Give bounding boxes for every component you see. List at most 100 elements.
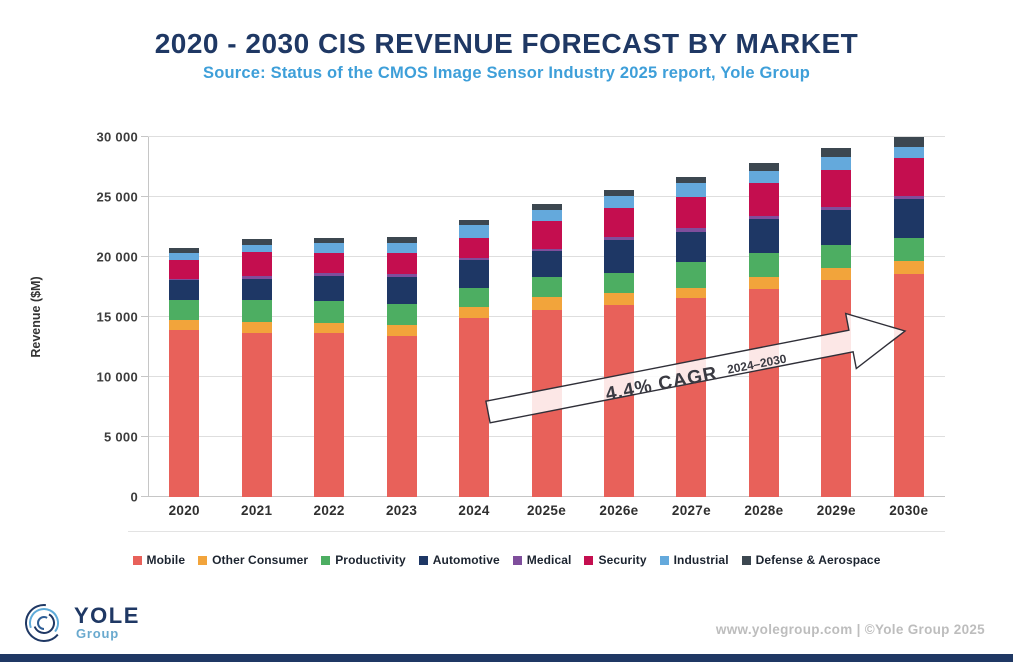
bar-segment-automotive — [821, 210, 852, 245]
bar-segment-industrial — [893, 146, 924, 159]
legend-label: Automotive — [432, 553, 500, 567]
bar-segment-mobile — [893, 274, 924, 497]
x-tick-label: 2024 — [458, 503, 490, 518]
bar-2027e — [676, 176, 707, 497]
bar-segment-defense-aerospace — [459, 219, 490, 226]
bar-segment-industrial — [821, 156, 852, 170]
bar-segment-defense-aerospace — [531, 203, 562, 211]
bar-segment-mobile — [821, 279, 852, 497]
x-tick-label: 2021 — [241, 503, 273, 518]
legend-item-other-consumer: Other Consumer — [198, 553, 308, 567]
bar-segment-other-consumer — [386, 325, 417, 337]
bar-segment-mobile — [676, 298, 707, 497]
bar-segment-other-consumer — [314, 323, 345, 334]
legend-item-automotive: Automotive — [418, 553, 500, 567]
bar-segment-mobile — [603, 305, 634, 497]
y-tick-label: 30 000 — [96, 129, 138, 145]
bar-segment-medical — [748, 215, 779, 219]
bar-segment-other-consumer — [893, 261, 924, 275]
bar-segment-defense-aerospace — [676, 176, 707, 184]
bar-segment-other-consumer — [531, 297, 562, 310]
bar-segment-automotive — [241, 278, 272, 301]
gridline — [148, 196, 945, 197]
bar-segment-industrial — [459, 225, 490, 238]
y-tick-mark — [141, 196, 148, 197]
x-tick-label: 2025e — [526, 503, 567, 518]
bar-segment-productivity — [821, 244, 852, 269]
bar-segment-medical — [531, 248, 562, 252]
legend-marker — [512, 555, 522, 565]
bar-2021 — [241, 239, 272, 497]
bar-segment-medical — [459, 257, 490, 261]
bar-2022 — [314, 237, 345, 497]
y-tick-mark — [141, 136, 148, 137]
page-subtitle: Source: Status of the CMOS Image Sensor … — [203, 64, 810, 82]
x-tick-label: 2030e — [889, 503, 929, 518]
bar-2029e — [821, 148, 852, 497]
legend-label: Defense & Aerospace — [755, 553, 881, 567]
bar-2028e — [748, 163, 779, 497]
bar-segment-productivity — [676, 262, 707, 289]
x-tick-label: 2026e — [599, 503, 639, 518]
bar-segment-security — [459, 237, 490, 258]
bar-segment-medical — [893, 195, 924, 200]
legend-marker — [418, 555, 428, 565]
bar-segment-defense-aerospace — [748, 163, 779, 171]
legend-item-medical: Medical — [512, 553, 572, 567]
bar-segment-security — [893, 158, 924, 196]
legend-item-productivity: Productivity — [321, 553, 406, 567]
legend-item-industrial: Industrial — [659, 553, 729, 567]
bar-segment-other-consumer — [748, 276, 779, 289]
bar-segment-productivity — [893, 238, 924, 262]
bar-segment-automotive — [314, 276, 345, 302]
bottom-accent-bar — [0, 654, 1013, 662]
bar-segment-security — [386, 252, 417, 274]
y-tick-mark — [141, 436, 148, 437]
bars — [148, 136, 945, 497]
bar-segment-industrial — [603, 195, 634, 209]
bar-segment-other-consumer — [821, 268, 852, 280]
bar-2020 — [169, 248, 200, 497]
x-tick-label: 2029e — [816, 503, 856, 518]
bar-segment-other-consumer — [603, 292, 634, 306]
bar-segment-medical — [603, 237, 634, 240]
y-tick-mark — [141, 256, 148, 257]
bar-2025e — [531, 203, 562, 497]
legend-marker — [584, 555, 594, 565]
bar-segment-defense-aerospace — [893, 136, 924, 147]
bar-segment-security — [676, 196, 707, 229]
y-tick-mark — [141, 496, 148, 497]
bar-segment-productivity — [241, 300, 272, 323]
y-tick-mark — [141, 376, 148, 377]
legend-marker — [659, 555, 669, 565]
logo-title: YOLE — [74, 602, 140, 628]
bar-segment-defense-aerospace — [241, 239, 272, 246]
x-tick-label: 2028e — [744, 503, 784, 518]
bar-segment-automotive — [531, 251, 562, 278]
y-tick-label: 15 000 — [96, 309, 138, 325]
bar-2030e — [893, 136, 924, 497]
plot-area — [141, 136, 945, 497]
legend-label: Mobile — [146, 553, 186, 567]
bar-segment-defense-aerospace — [603, 189, 634, 196]
y-tick-label: 10 000 — [96, 369, 138, 385]
bar-segment-security — [314, 253, 345, 274]
bar-segment-defense-aerospace — [821, 148, 852, 157]
bar-segment-medical — [386, 273, 417, 277]
bar-2023 — [386, 237, 417, 497]
bar-segment-productivity — [459, 287, 490, 307]
bar-segment-automotive — [169, 280, 200, 301]
bar-segment-security — [603, 208, 634, 238]
bar-segment-medical — [821, 206, 852, 210]
bar-segment-other-consumer — [676, 288, 707, 299]
bar-segment-automotive — [676, 231, 707, 263]
logo-swirl-icon — [25, 604, 63, 642]
bar-segment-defense-aerospace — [386, 237, 417, 244]
bar-segment-medical — [169, 278, 200, 281]
legend-label: Security — [598, 553, 647, 567]
bar-segment-security — [241, 252, 272, 277]
legend-item-security: Security — [584, 553, 647, 567]
bar-segment-other-consumer — [169, 320, 200, 331]
x-tick-label: 2020 — [168, 503, 200, 518]
x-axis-separator — [128, 531, 945, 532]
